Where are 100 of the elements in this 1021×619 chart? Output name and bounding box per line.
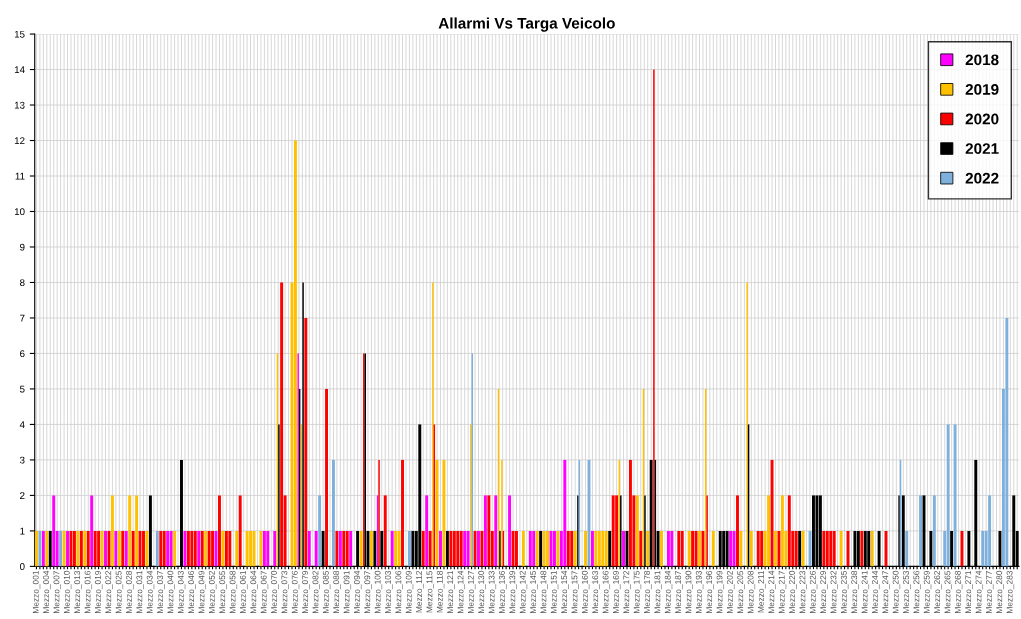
x-tick-label: Mezzo_214 [768, 570, 776, 613]
bar [646, 530, 650, 567]
y-tick-label: 2 [20, 492, 25, 499]
bar [169, 530, 173, 567]
x-tick-label: Mezzo_034 [146, 570, 155, 613]
bar [701, 530, 705, 567]
bar [749, 530, 753, 567]
x-tick-label: Mezzo_052 [208, 570, 217, 613]
x-tick-label: Mezzo_124 [457, 570, 466, 613]
x-tick-label: Mezzo_070 [271, 570, 279, 613]
x-tick-label: Mezzo_061 [239, 570, 248, 613]
bar [736, 495, 739, 567]
x-tick-label: Mezzo_082 [312, 570, 320, 613]
bar [787, 495, 791, 567]
x-tick-label: Mezzo_025 [115, 570, 124, 613]
legend-label: 2020 [965, 113, 999, 125]
bar [304, 317, 308, 567]
x-tick-label: Mezzo_088 [333, 570, 341, 613]
x-tick-label: Mezzo_133 [488, 570, 497, 613]
x-tick-label: Mezzo_226 [809, 570, 818, 613]
x-tick-label: Mezzo_271 [965, 570, 973, 613]
x-tick-label: Mezzo_163 [592, 570, 600, 613]
bar [435, 459, 439, 567]
bar [439, 530, 442, 567]
x-tick-label: Mezzo_139 [509, 570, 517, 613]
x-tick-label: Mezzo_151 [550, 570, 559, 613]
x-tick-label: Mezzo_250 [892, 570, 901, 613]
bar [677, 530, 681, 567]
x-tick-label: Mezzo_058 [229, 570, 238, 613]
bar [52, 495, 56, 567]
bar [390, 530, 394, 567]
bar [680, 530, 684, 567]
bar [407, 530, 411, 567]
y-tick-label: 0 [19, 563, 25, 570]
bar [839, 530, 843, 567]
x-tick-label: Mezzo_100 [374, 570, 383, 613]
bar [421, 530, 425, 567]
bar [774, 530, 777, 567]
x-tick-label: Mezzo_175 [633, 570, 642, 613]
x-tick-label: Mezzo_007 [53, 570, 61, 613]
x-tick-label: Mezzo_232 [830, 570, 839, 613]
x-tick-label: Mezzo_208 [747, 570, 756, 613]
x-tick-label: Mezzo_013 [74, 570, 82, 613]
bar [594, 530, 598, 567]
x-tick-label: Mezzo_064 [250, 570, 258, 613]
bar [1005, 317, 1009, 567]
bar [466, 530, 470, 567]
bar [314, 530, 318, 567]
x-tick-label: Mezzo_055 [219, 570, 227, 613]
bar [553, 530, 556, 567]
bar [739, 530, 743, 567]
bar [822, 530, 826, 567]
bar [238, 495, 242, 567]
bar [159, 530, 163, 567]
bar [452, 530, 456, 567]
x-tick-label: Mezzo_049 [198, 570, 207, 613]
bar [694, 530, 698, 567]
bar [480, 530, 484, 567]
y-tick-label: 14 [14, 66, 25, 74]
bar [428, 530, 432, 567]
bar [110, 495, 114, 567]
bar [770, 459, 774, 567]
x-tick-label: Mezzo_166 [602, 570, 611, 613]
x-tick-label: Mezzo_103 [385, 570, 393, 613]
bar [228, 530, 232, 567]
bar [666, 530, 670, 567]
bar [794, 530, 798, 567]
bar [66, 530, 69, 567]
bar [477, 530, 480, 567]
bar [601, 530, 605, 567]
x-tick-label: Mezzo_112 [416, 570, 424, 613]
x-tick-label: Mezzo_196 [706, 570, 714, 613]
x-tick-label: Mezzo_106 [395, 570, 403, 613]
bar [93, 530, 97, 567]
bar [145, 530, 149, 567]
bar [318, 495, 322, 567]
x-tick-label: Mezzo_097 [364, 570, 372, 613]
bar [128, 495, 132, 567]
x-tick-label: Mezzo_067 [260, 570, 269, 613]
bar [932, 495, 936, 567]
x-tick-label: Mezzo_259 [923, 570, 932, 613]
bar [670, 530, 674, 567]
bar [383, 495, 387, 567]
bar [953, 424, 957, 567]
bar [142, 530, 145, 567]
bar [463, 530, 467, 567]
x-tick-label: Mezzo_085 [322, 570, 331, 613]
bar [832, 530, 836, 567]
bar [245, 530, 249, 567]
bar [711, 530, 715, 567]
x-tick-label: Mezzo_253 [903, 570, 911, 613]
bar [280, 282, 284, 567]
x-tick-label: Mezzo_283 [1006, 570, 1015, 613]
x-tick-label: Mezzo_004 [43, 570, 51, 613]
legend-label: 2022 [965, 172, 999, 184]
x-tick-label: Mezzo_019 [94, 570, 103, 613]
bar [349, 530, 353, 567]
bar [829, 530, 833, 567]
y-tick-label: 12 [14, 137, 25, 145]
x-tick-label: Mezzo_280 [996, 570, 1004, 613]
